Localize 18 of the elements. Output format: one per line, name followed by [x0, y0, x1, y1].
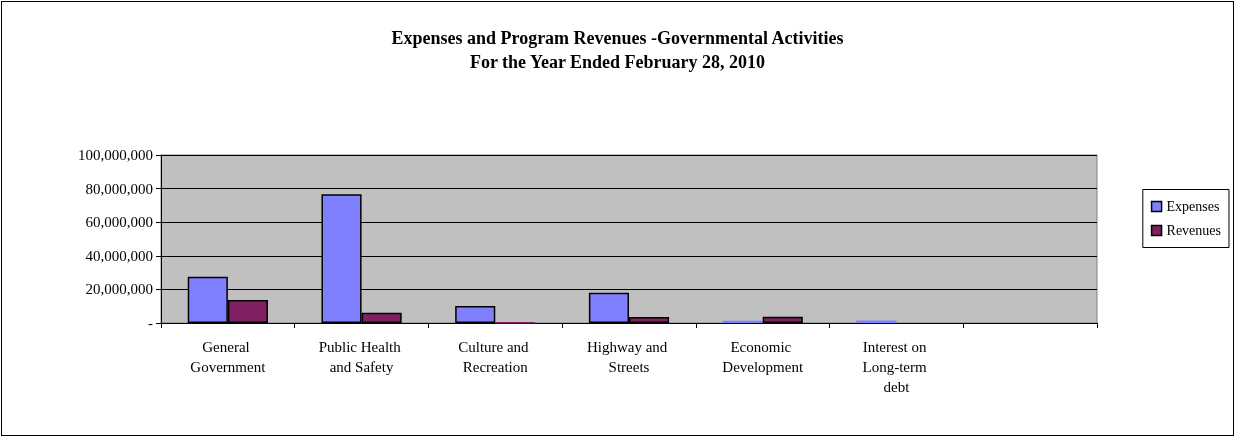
- y-tick-label: 20,000,000: [85, 281, 153, 298]
- x-tick-label: Interest on Long-term debt: [862, 339, 931, 395]
- x-tick-label: Public Health and Safety: [318, 339, 405, 375]
- x-tick-label: Highway and Streets: [586, 339, 672, 375]
- x-tick-label: Economic Development: [722, 339, 804, 375]
- y-tick-label: -: [148, 315, 153, 331]
- y-tick-label: 60,000,000: [85, 214, 153, 231]
- chart-subtitle: For the Year Ended February 28, 2010: [469, 52, 766, 72]
- y-tick-label: 40,000,000: [85, 247, 153, 264]
- legend-label: Expenses: [1166, 199, 1220, 214]
- y-tick-label: 80,000,000: [85, 180, 153, 197]
- x-tick-label: General Government: [190, 339, 267, 375]
- legend-label: Revenues: [1166, 223, 1222, 238]
- chart-title: Expenses and Program Revenues -Governmental Activities: [391, 28, 844, 48]
- bar: [762, 316, 803, 323]
- bar: [455, 306, 496, 323]
- y-tick-label: 100,000,000: [78, 147, 153, 163]
- x-tick-label: Culture and Recreation: [458, 339, 533, 375]
